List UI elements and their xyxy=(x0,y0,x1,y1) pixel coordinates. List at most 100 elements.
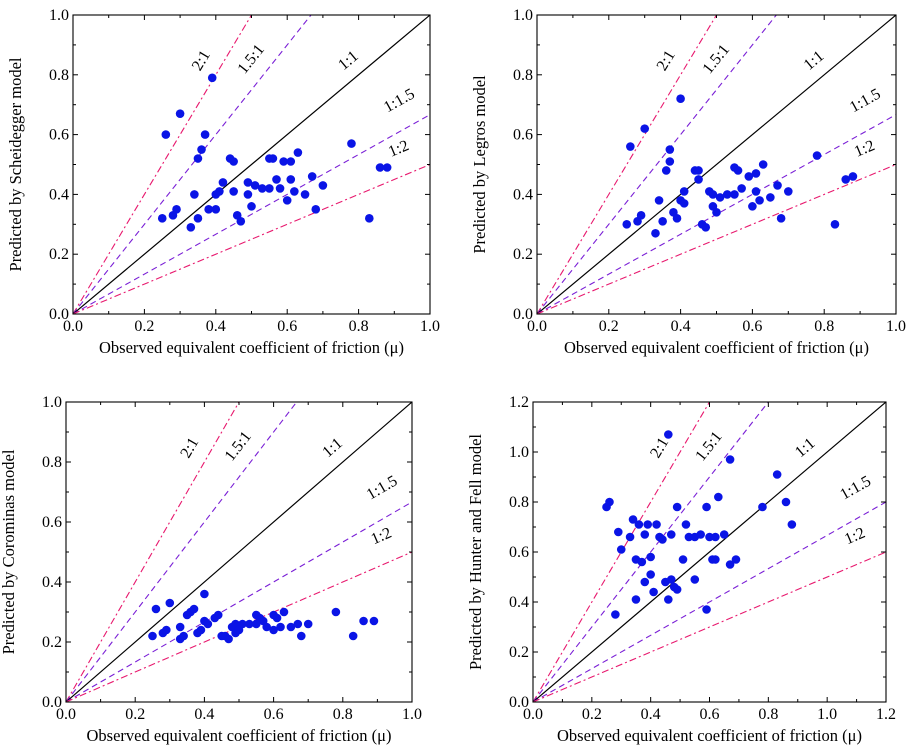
y-tick-label: 0.6 xyxy=(509,544,529,561)
x-axis-title: Observed equivalent coefficient of frict… xyxy=(564,338,869,357)
y-tick-label: 0.2 xyxy=(49,246,69,263)
data-point xyxy=(196,625,206,635)
data-point xyxy=(279,157,288,166)
data-point xyxy=(712,208,721,217)
data-point xyxy=(640,124,649,133)
data-point xyxy=(681,520,691,529)
data-point xyxy=(293,148,303,157)
data-point xyxy=(725,455,735,464)
y-tick-label: 1.0 xyxy=(513,7,533,24)
y-tick-label: 1.0 xyxy=(42,394,62,411)
data-point xyxy=(245,619,254,629)
y-tick-label: 0.8 xyxy=(509,494,529,511)
data-point xyxy=(272,613,282,623)
data-point xyxy=(382,163,392,172)
data-point xyxy=(664,430,673,439)
y-tick-label: 0.0 xyxy=(513,306,533,323)
data-point xyxy=(652,520,661,529)
data-point xyxy=(758,160,768,169)
reference-line-2-1 xyxy=(73,15,252,314)
hunter-fell-panel: 2:1 1.5:1 1:11:1.51:20.0 0.2 0.4 0.6 0.8 1.0 1.2… xyxy=(466,394,896,745)
data-point xyxy=(658,535,667,544)
x-tick-label: 0.6 xyxy=(277,318,297,335)
reference-line-label: 1:1 xyxy=(792,435,819,461)
data-point xyxy=(781,497,791,507)
data-point xyxy=(705,532,714,542)
data-point xyxy=(711,555,720,564)
y-tick-label: 0.8 xyxy=(513,67,533,84)
data-point xyxy=(679,187,689,196)
data-point xyxy=(175,622,185,632)
data-point xyxy=(665,145,675,154)
data-point xyxy=(207,73,217,83)
data-point xyxy=(215,187,224,196)
reference-line-2-1 xyxy=(537,15,717,314)
data-point xyxy=(654,196,664,205)
data-point xyxy=(628,515,638,524)
reference-line-1-1 xyxy=(73,15,430,314)
data-point xyxy=(690,575,700,584)
x-tick-label: 1.0 xyxy=(402,706,422,723)
y-tick-label: 0.4 xyxy=(513,186,533,203)
y-axis-title: Predicted by Corominas model xyxy=(0,449,18,654)
data-point xyxy=(197,145,206,154)
x-axis-title: Observed equivalent coefficient of frict… xyxy=(99,338,404,357)
data-point xyxy=(637,557,647,567)
reference-line-1-1 xyxy=(533,402,886,702)
data-point xyxy=(211,205,221,214)
reference-line-label: 1:1.5 xyxy=(364,473,401,504)
data-point xyxy=(224,634,233,644)
data-point xyxy=(679,199,689,208)
data-point xyxy=(708,190,718,199)
y-tick-label: 0.2 xyxy=(513,246,533,263)
data-point xyxy=(161,130,171,139)
reference-line-label: 1:1.5 xyxy=(381,85,418,116)
data-point xyxy=(272,175,281,184)
y-tick-label: 0.6 xyxy=(513,127,533,144)
data-point xyxy=(282,196,292,205)
data-point xyxy=(172,205,181,214)
y-tick-label: 0.6 xyxy=(42,514,62,531)
y-tick-label: 0.0 xyxy=(509,694,529,711)
data-point xyxy=(186,222,196,232)
data-point xyxy=(625,532,635,542)
y-tick-label: 1.0 xyxy=(509,444,529,461)
data-point xyxy=(193,154,203,163)
scheidegger-panel: 2:1 1.5:1 1:1 1:1.5 1:2 0.0 0.2 0.4 0.6 0.8 1.0 0.0… xyxy=(6,7,440,357)
data-point xyxy=(776,214,786,223)
y-tick-label: 1.0 xyxy=(49,7,69,24)
data-point xyxy=(666,530,676,539)
data-point xyxy=(243,190,253,199)
reference-line-label: 1:2 xyxy=(386,137,411,161)
data-point xyxy=(672,585,682,594)
data-point xyxy=(737,184,746,193)
x-tick-label: 0.0 xyxy=(56,706,76,723)
y-tick-label: 0.6 xyxy=(49,127,69,144)
data-point xyxy=(157,214,167,223)
data-point xyxy=(151,604,161,614)
data-point xyxy=(218,178,228,187)
reference-line-label: 1.5:1 xyxy=(692,428,725,464)
plot-area xyxy=(66,402,412,702)
data-point xyxy=(276,622,285,632)
x-tick-label: 0.4 xyxy=(671,318,691,335)
data-point xyxy=(614,527,623,537)
data-point xyxy=(626,142,635,151)
x-tick-label: 0.6 xyxy=(742,318,762,335)
data-point xyxy=(684,532,694,542)
data-point xyxy=(175,109,185,118)
data-point xyxy=(702,502,711,512)
y-tick-label: 0.4 xyxy=(42,574,62,591)
x-tick-label: 0.4 xyxy=(194,706,214,723)
data-point xyxy=(238,619,247,629)
data-point xyxy=(665,157,675,166)
x-tick-label: 0.8 xyxy=(758,706,778,723)
data-point xyxy=(179,631,188,641)
data-point xyxy=(651,228,660,238)
data-point xyxy=(365,214,374,223)
data-point xyxy=(286,622,296,632)
x-tick-label: 0.2 xyxy=(134,318,154,335)
data-point xyxy=(290,187,299,196)
data-point xyxy=(162,625,171,635)
reference-line-1-1-5 xyxy=(66,501,412,702)
